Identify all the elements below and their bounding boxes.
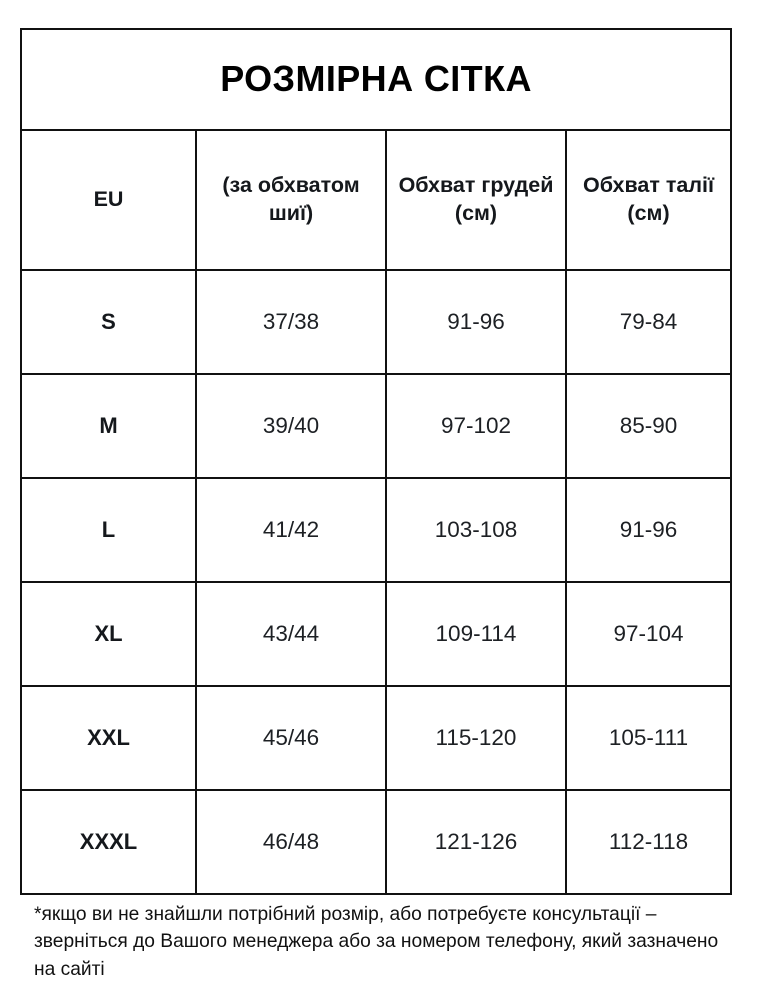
- cell-size: L: [20, 477, 197, 583]
- cell-neck: 45/46: [195, 685, 387, 791]
- cell-size: XXL: [20, 685, 197, 791]
- column-header-waist: Обхват талії (см): [564, 129, 733, 271]
- cell-waist: 105-111: [564, 685, 733, 791]
- table-head: РОЗМІРНА СІТКА EU (за обхватом шиї) Обхв…: [19, 28, 733, 271]
- cell-waist: 91-96: [564, 477, 733, 583]
- cell-neck: 37/38: [195, 269, 387, 375]
- cell-chest: 91-96: [385, 269, 567, 375]
- footnote-text: *якщо ви не знайшли потрібний розмір, аб…: [34, 904, 719, 980]
- title-row: РОЗМІРНА СІТКА: [19, 28, 733, 131]
- table-row: M 39/40 97-102 85-90: [20, 373, 733, 479]
- cell-neck: 46/48: [195, 789, 387, 895]
- cell-chest: 97-102: [385, 373, 567, 479]
- cell-size: XXXL: [20, 789, 197, 895]
- cell-size: S: [20, 269, 197, 375]
- column-header-chest: Обхват грудей (см): [385, 129, 567, 271]
- cell-chest: 115-120: [385, 685, 567, 791]
- column-header-neck: (за обхватом шиї): [195, 129, 387, 271]
- cell-chest: 121-126: [385, 789, 567, 895]
- table-body: S 37/38 91-96 79-84 M 39/40 97-102 85-90…: [20, 269, 733, 895]
- table-row: L 41/42 103-108 91-96: [20, 477, 733, 583]
- cell-waist: 85-90: [564, 373, 733, 479]
- table-row: XL 43/44 109-114 97-104: [20, 581, 733, 687]
- cell-waist: 79-84: [564, 269, 733, 375]
- cell-chest: 109-114: [385, 581, 567, 687]
- cell-neck: 41/42: [195, 477, 387, 583]
- cell-chest: 103-108: [385, 477, 567, 583]
- size-chart-table: РОЗМІРНА СІТКА EU (за обхватом шиї) Обхв…: [19, 28, 733, 895]
- header-row: EU (за обхватом шиї) Обхват грудей (см) …: [20, 129, 733, 271]
- cell-size: XL: [20, 581, 197, 687]
- cell-neck: 43/44: [195, 581, 387, 687]
- page-title: РОЗМІРНА СІТКА: [19, 28, 733, 131]
- cell-size: M: [20, 373, 197, 479]
- table-row: XXL 45/46 115-120 105-111: [20, 685, 733, 791]
- cell-waist: 97-104: [564, 581, 733, 687]
- cell-waist: 112-118: [564, 789, 733, 895]
- column-header-eu: EU: [20, 129, 197, 271]
- cell-neck: 39/40: [195, 373, 387, 479]
- table-row: S 37/38 91-96 79-84: [20, 269, 733, 375]
- table-row: XXXL 46/48 121-126 112-118: [20, 789, 733, 895]
